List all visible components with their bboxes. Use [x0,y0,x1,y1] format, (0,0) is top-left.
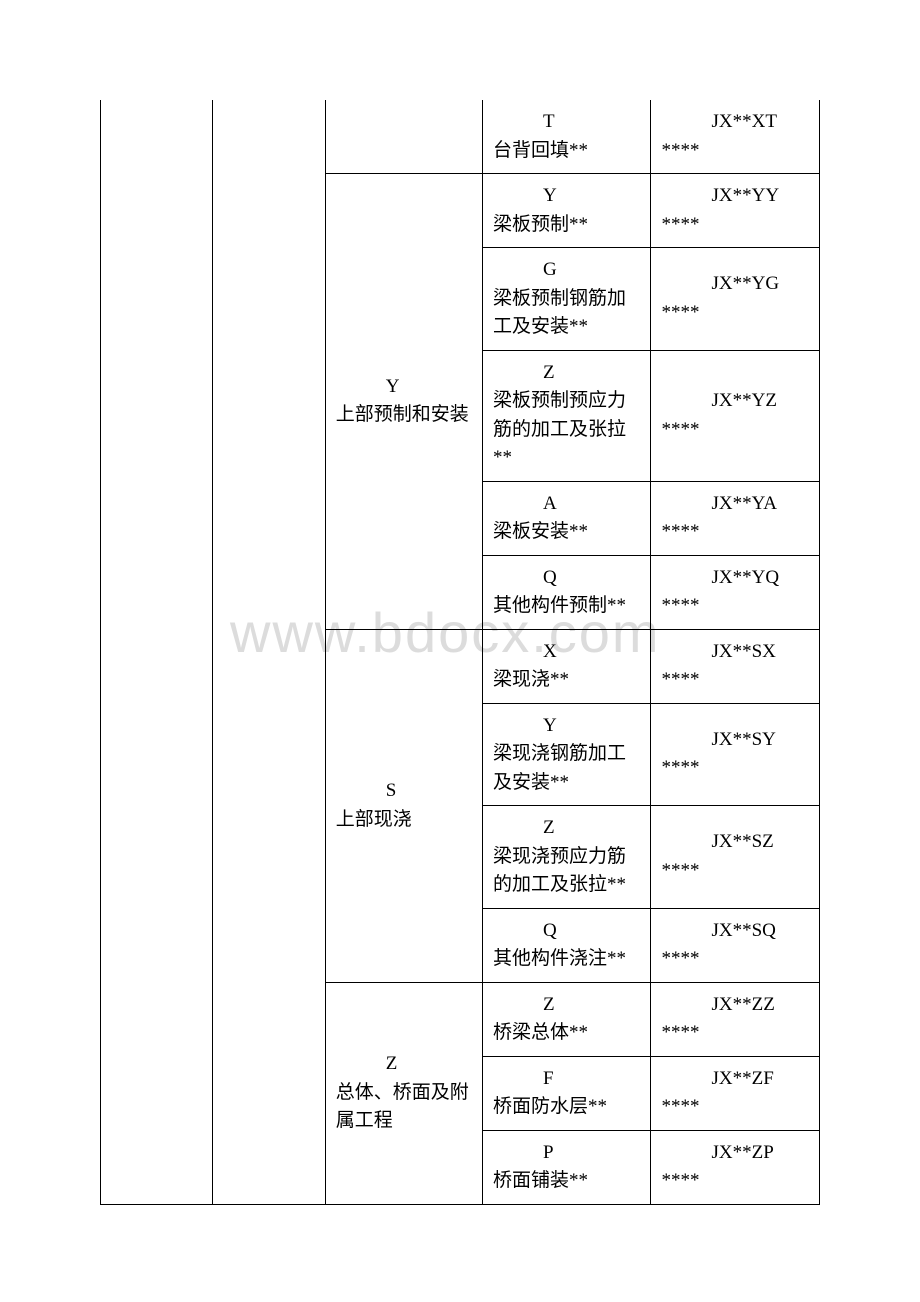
result-suffix: **** [661,211,809,240]
result-code: JX**ZZ [661,991,809,1020]
result-cell: JX**ZZ**** [651,982,820,1056]
result-code: JX**XT [661,108,809,137]
item-cell: Q其他构件浇注** [482,908,651,982]
result-code: JX**YY [661,182,809,211]
item-code: Z [493,359,641,388]
item-code: Q [493,917,641,946]
item-code: Z [493,814,641,843]
item-cell: Y梁板预制** [482,174,651,248]
item-cell: P桥面铺装** [482,1130,651,1204]
group-code: S [336,777,472,806]
item-cell: Z梁现浇预应力筋的加工及张拉** [482,806,651,909]
result-code: JX**YQ [661,564,809,593]
item-code: X [493,638,641,667]
result-suffix: **** [661,137,809,166]
item-name: 梁现浇** [493,666,641,695]
item-code: Z [493,991,641,1020]
item-name: 梁板安装** [493,518,641,547]
result-code: JX**SX [661,638,809,667]
result-suffix: **** [661,754,809,783]
result-code: JX**ZF [661,1065,809,1094]
item-cell: T台背回填** [482,100,651,174]
group-cell [325,100,482,174]
result-cell: JX**SY**** [651,703,820,806]
item-name: 台背回填** [493,137,641,166]
group-code: Y [336,373,472,402]
result-suffix: **** [661,592,809,621]
item-code: G [493,256,641,285]
item-code: Y [493,182,641,211]
group-cell: Y上部预制和安装 [325,174,482,630]
item-cell: Z梁板预制预应力筋的加工及张拉** [482,350,651,481]
item-name: 梁板预制** [493,211,641,240]
item-name: 梁现浇钢筋加工及安装** [493,740,641,797]
item-code: T [493,108,641,137]
item-name: 桥面防水层** [493,1093,641,1122]
result-cell: JX**SQ**** [651,908,820,982]
result-suffix: **** [661,518,809,547]
result-suffix: **** [661,666,809,695]
group-code: Z [336,1050,472,1079]
item-cell: X梁现浇** [482,629,651,703]
item-code: F [493,1065,641,1094]
result-code: JX**SY [661,726,809,755]
item-cell: Q其他构件预制** [482,555,651,629]
item-code: Y [493,712,641,741]
item-name: 桥梁总体** [493,1019,641,1048]
result-code: JX**SZ [661,828,809,857]
result-cell: JX**YY**** [651,174,820,248]
item-cell: G梁板预制钢筋加工及安装** [482,248,651,351]
item-cell: F桥面防水层** [482,1056,651,1130]
result-suffix: **** [661,1167,809,1196]
result-suffix: **** [661,299,809,328]
item-code: A [493,490,641,519]
result-code: JX**SQ [661,917,809,946]
result-suffix: **** [661,945,809,974]
result-suffix: **** [661,1093,809,1122]
group-name: 上部现浇 [336,806,472,835]
item-name: 其他构件预制** [493,592,641,621]
table-row: T台背回填**JX**XT**** [101,100,820,174]
result-code: JX**YZ [661,387,809,416]
outer-col-1 [101,100,213,1204]
result-cell: JX**YA**** [651,481,820,555]
result-suffix: **** [661,416,809,445]
outer-col-2 [213,100,325,1204]
result-suffix: **** [661,1019,809,1048]
item-code: Q [493,564,641,593]
classification-table: T台背回填**JX**XT****Y上部预制和安装Y梁板预制**JX**YY**… [100,100,820,1205]
result-cell: JX**SX**** [651,629,820,703]
result-suffix: **** [661,857,809,886]
result-cell: JX**XT**** [651,100,820,174]
group-name: 总体、桥面及附属工程 [336,1079,472,1136]
result-code: JX**ZP [661,1139,809,1168]
result-cell: JX**ZP**** [651,1130,820,1204]
item-name: 梁板预制预应力筋的加工及张拉** [493,387,641,473]
item-cell: A梁板安装** [482,481,651,555]
result-cell: JX**ZF**** [651,1056,820,1130]
result-code: JX**YA [661,490,809,519]
item-name: 梁板预制钢筋加工及安装** [493,285,641,342]
result-cell: JX**YG**** [651,248,820,351]
result-code: JX**YG [661,270,809,299]
item-cell: Z桥梁总体** [482,982,651,1056]
item-name: 其他构件浇注** [493,945,641,974]
group-name: 上部预制和安装 [336,401,472,430]
item-name: 桥面铺装** [493,1167,641,1196]
result-cell: JX**SZ**** [651,806,820,909]
group-cell: Z总体、桥面及附属工程 [325,982,482,1204]
item-name: 梁现浇预应力筋的加工及张拉** [493,843,641,900]
item-code: P [493,1139,641,1168]
page: www.bdocx.com T台背回填**JX**XT****Y上部预制和安装Y… [0,0,920,1265]
result-cell: JX**YQ**** [651,555,820,629]
item-cell: Y梁现浇钢筋加工及安装** [482,703,651,806]
group-cell: S上部现浇 [325,629,482,982]
result-cell: JX**YZ**** [651,350,820,481]
